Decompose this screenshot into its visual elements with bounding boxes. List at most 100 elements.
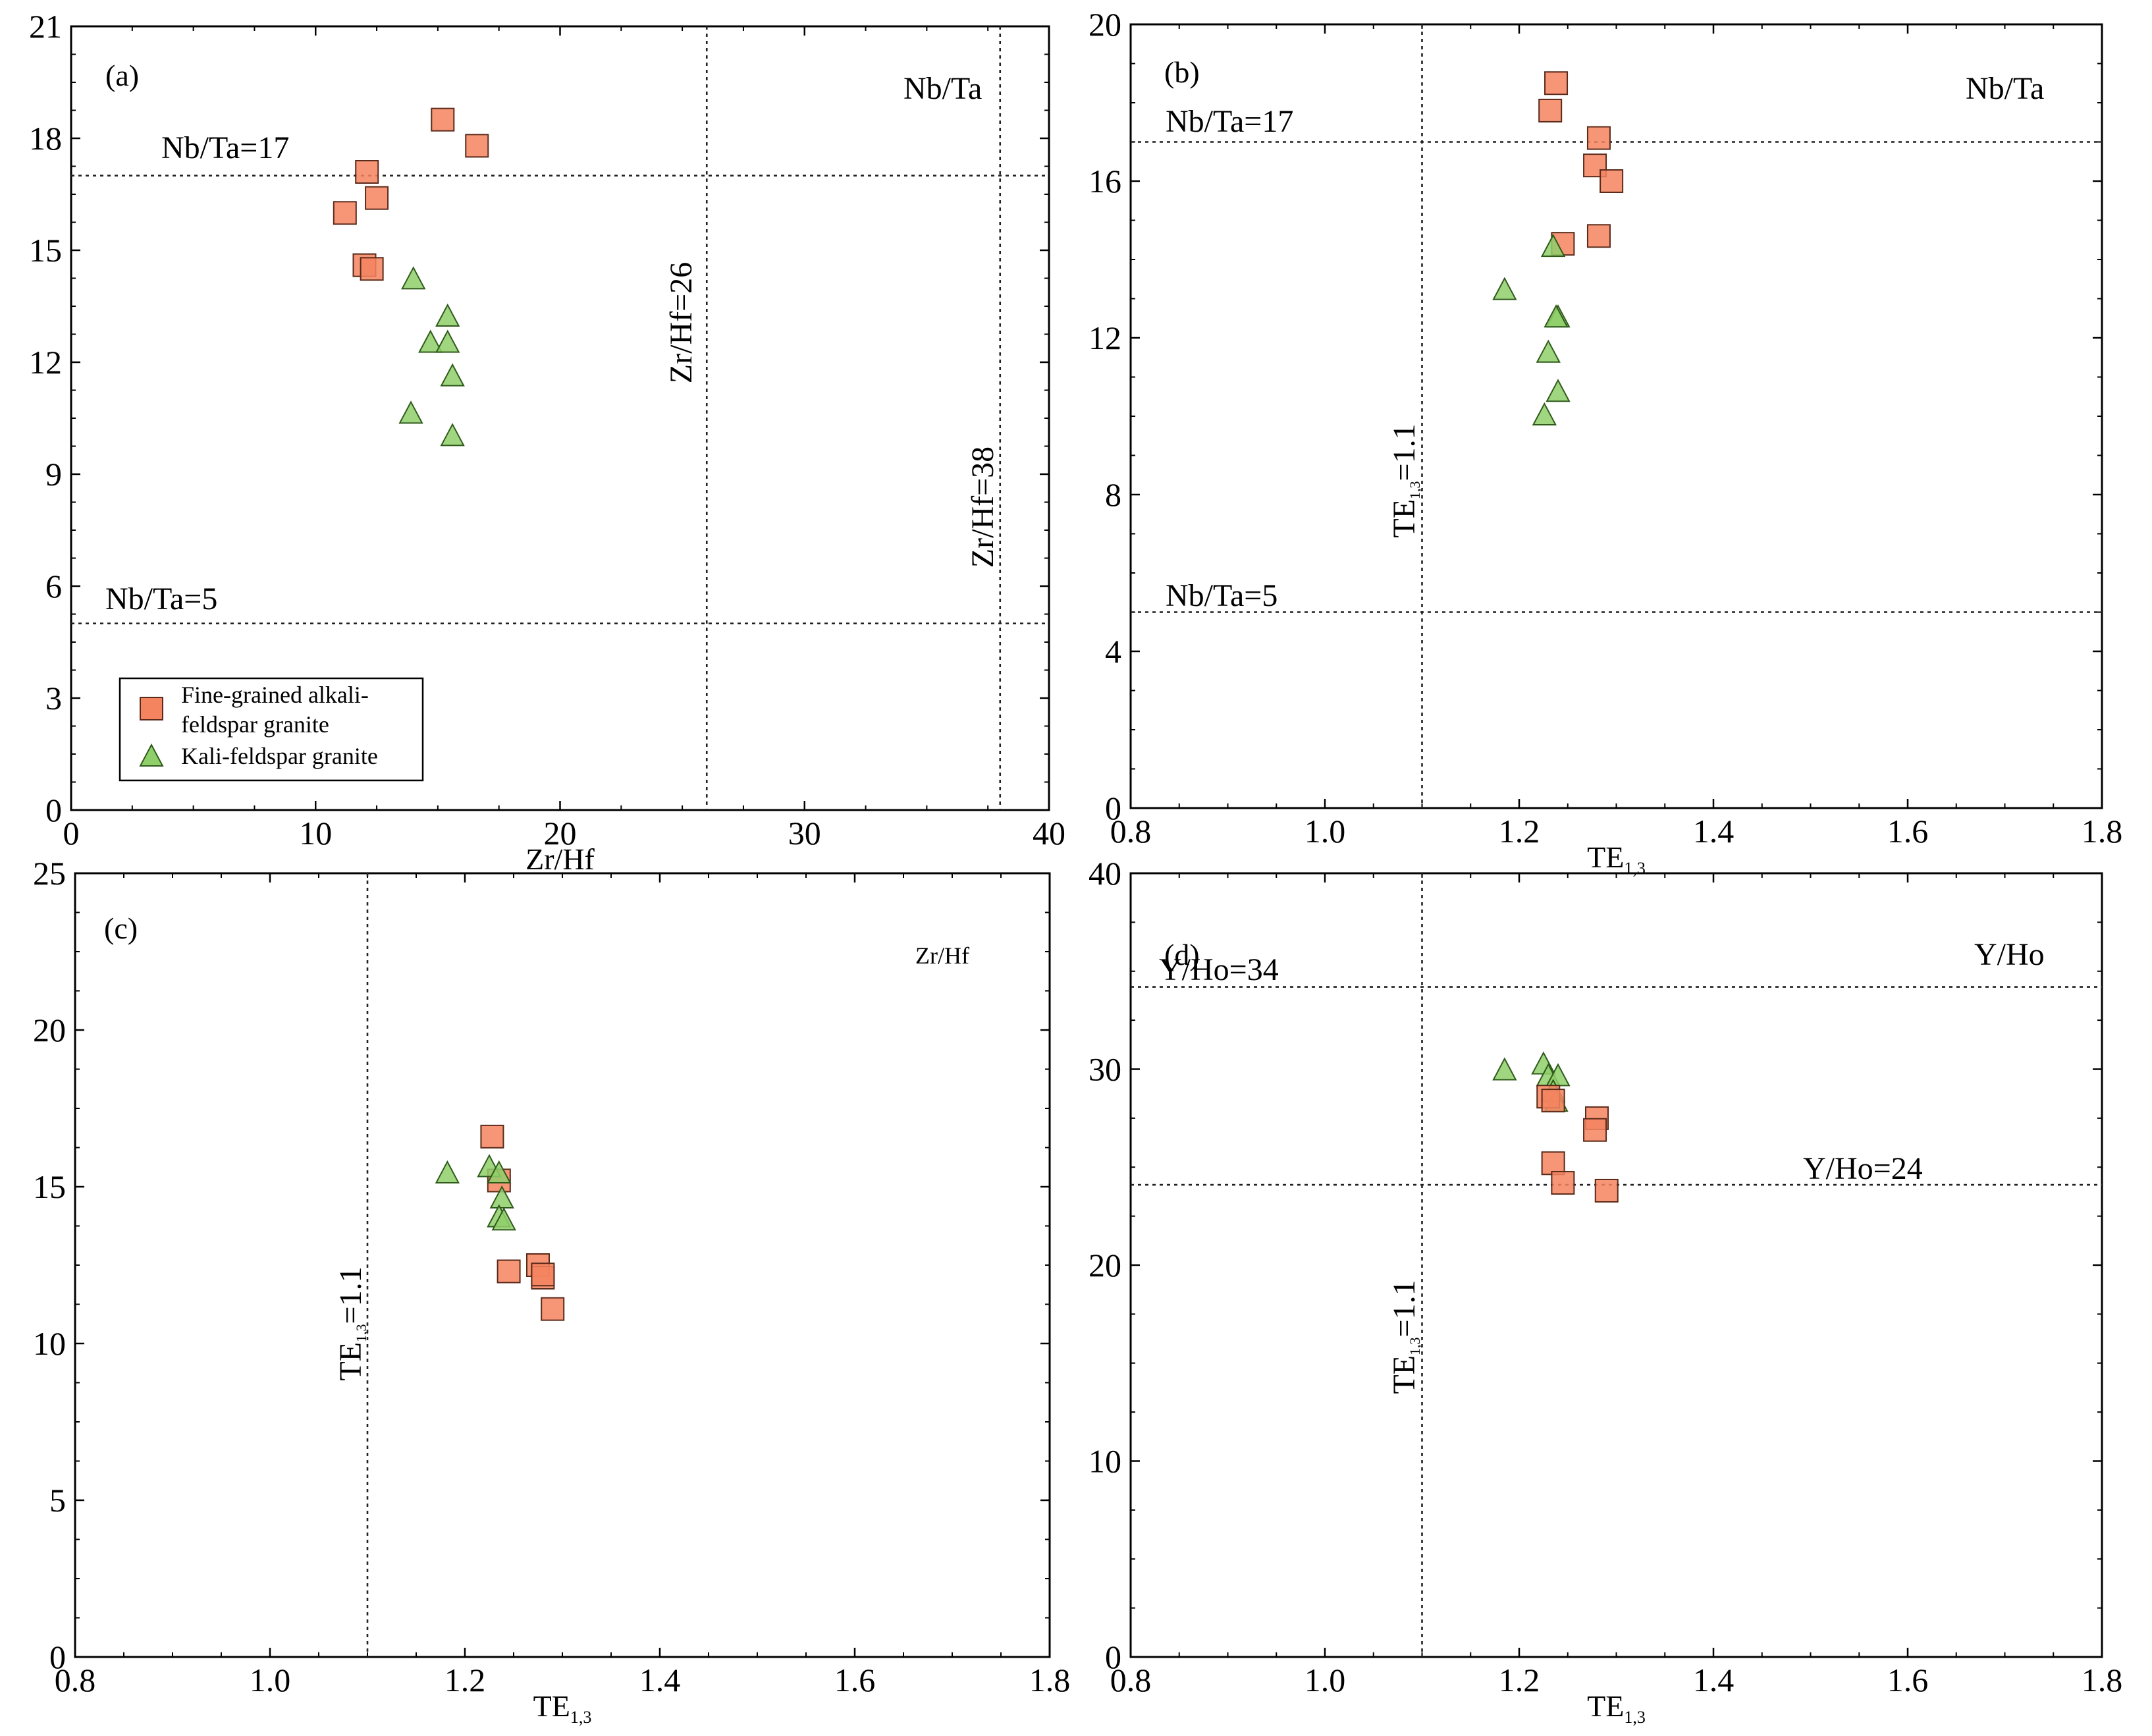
- panel-title: Nb/Ta: [903, 71, 982, 106]
- x-tick-label: 20: [544, 815, 577, 852]
- data-point-square: [355, 160, 379, 184]
- y-tick-label: 20: [33, 1012, 66, 1048]
- x-axis-label: TE1,3: [1587, 840, 1646, 878]
- x-axis-label-text: TE: [533, 1689, 570, 1723]
- x-tick-label: 1.6: [1887, 813, 1929, 850]
- legend-box: [119, 677, 424, 782]
- series-fine-grained-alkali-feldspar-granite: [1538, 71, 1624, 256]
- x-tick-label: 1.2: [1499, 1662, 1540, 1698]
- data-point-square: [465, 134, 489, 158]
- data-point-square: [1594, 1178, 1619, 1203]
- vline-label-1: Zr/Hf=38: [965, 447, 1000, 568]
- y-tick-label: 40: [1089, 855, 1121, 892]
- plot-frame: [74, 872, 1051, 1658]
- x-tick-label: 1.8: [2082, 813, 2123, 850]
- data-point-triangle: [1492, 1057, 1517, 1081]
- x-tick-label: 1.4: [1693, 1662, 1735, 1698]
- hline-label-1: Nb/Ta=5: [1166, 578, 1278, 613]
- vline-label-text: TE: [333, 1342, 368, 1381]
- x-tick-label: 40: [1033, 815, 1065, 852]
- x-tick-label: 0.8: [1110, 1662, 1152, 1698]
- data-point-triangle: [440, 423, 465, 447]
- legend-label-line: Fine-grained alkali-: [181, 682, 369, 708]
- data-point-triangle: [489, 1185, 514, 1209]
- data-point-triangle: [1536, 339, 1561, 363]
- y-tick-label: 4: [1105, 633, 1121, 670]
- data-point-triangle: [435, 329, 460, 353]
- x-tick-label: 1.0: [1305, 813, 1346, 850]
- data-point-square: [1583, 1118, 1607, 1142]
- panel-a: 0 10 20 30 40 0 3 6 9 12 15 18 21 Zr/Hf Nb/Ta=17 Nb/Ta=…: [29, 8, 1065, 876]
- legend: Fine-grained alkali-feldspar granite Kali…: [119, 677, 424, 782]
- y-tick-label: 6: [45, 568, 62, 605]
- x-tick-label: 30: [788, 815, 821, 852]
- y-tick-label: 0: [45, 792, 62, 828]
- vline-label-value: =1.1: [333, 1266, 368, 1324]
- y-tick-label: 15: [29, 232, 62, 269]
- panel-label: (d): [1164, 938, 1200, 971]
- y-tick-label: 18: [29, 120, 62, 157]
- data-point-triangle: [1540, 234, 1566, 258]
- data-point-triangle: [440, 363, 465, 387]
- data-point-triangle: [1532, 402, 1557, 425]
- data-point-triangle: [435, 1160, 460, 1183]
- vline-label-subscript: 1,3: [1407, 481, 1423, 499]
- data-point-square: [541, 1297, 565, 1321]
- panel-title: Nb/Ta: [1966, 71, 2044, 106]
- legend-square-marker: [140, 697, 163, 720]
- y-tick-label: 0: [1105, 790, 1121, 827]
- data-point-square: [480, 1124, 504, 1149]
- data-point-triangle: [487, 1160, 512, 1183]
- x-tick-label: 0: [63, 815, 80, 852]
- x-tick-label: 0.8: [55, 1662, 96, 1698]
- vline-label-value: =1.1: [1387, 423, 1422, 481]
- data-point-square: [360, 257, 384, 281]
- hline-label-1: Nb/Ta=5: [105, 582, 217, 616]
- panel-label: (a): [105, 59, 139, 92]
- series-kali-feldspar-granite: [1492, 234, 1571, 425]
- y-tick-label: 8: [1105, 476, 1121, 513]
- data-point-triangle: [1492, 277, 1517, 300]
- series-kali-feldspar-granite: [398, 266, 465, 447]
- data-point-triangle: [491, 1207, 516, 1231]
- y-tick-label: 0: [49, 1639, 66, 1675]
- y-tick-label: 25: [33, 855, 66, 892]
- x-axis-label: TE1,3: [1587, 1689, 1646, 1727]
- y-tick-label: 9: [45, 456, 62, 493]
- data-point-triangle: [401, 266, 426, 290]
- x-tick-label: 1.2: [444, 1662, 486, 1698]
- x-axis-label: TE1,3: [533, 1689, 592, 1727]
- vline-label-0: TE1,3=1.1: [333, 1266, 369, 1380]
- panel-label: (b): [1164, 55, 1200, 89]
- panel-c: 0.8 1.0 1.2 1.4 1.6 1.80510152025TE1,3TE1,3=1…: [33, 855, 1070, 1727]
- data-point-triangle: [418, 329, 443, 353]
- data-point-square: [333, 201, 357, 225]
- data-point-triangle: [1546, 379, 1571, 402]
- x-tick-label: 1.0: [1305, 1662, 1346, 1698]
- y-tick-label: 0: [1105, 1639, 1121, 1675]
- data-point-square: [1544, 71, 1569, 95]
- y-tick-label: 12: [29, 344, 62, 381]
- x-axis-label-text: TE: [1587, 840, 1624, 874]
- panel-title: Y/Ho: [1974, 937, 2045, 972]
- hline-label-0: Nb/Ta=17: [1166, 104, 1293, 139]
- x-axis-label-subscript: 1,3: [570, 1708, 592, 1727]
- y-tick-label: 20: [1089, 6, 1121, 43]
- y-tick-label: 3: [45, 680, 62, 717]
- y-tick-label: 30: [1089, 1051, 1121, 1088]
- data-point-triangle: [1544, 304, 1569, 328]
- vline-label-subscript: 1,3: [1407, 1337, 1423, 1355]
- y-tick-label: 20: [1089, 1247, 1121, 1284]
- data-point-square: [1586, 224, 1611, 248]
- y-tick-label: 10: [1089, 1443, 1121, 1480]
- x-tick-label: 0.8: [1110, 813, 1152, 850]
- data-point-square: [531, 1262, 555, 1287]
- plot-frame: [1129, 872, 2103, 1658]
- y-tick-label: 10: [33, 1325, 66, 1362]
- panel-d: 0.8 1.0 1.2 1.4 1.6 1.8010203040TE1,3Y/Ho=34Y…: [1089, 855, 2122, 1727]
- panel-title: Zr/Hf: [915, 942, 969, 969]
- panel-b: 0.8 1.0 1.2 1.4 1.6 1.8048121620TE1,3Nb/Ta=17…: [1089, 6, 2122, 878]
- x-axis-label-text: TE: [1587, 1689, 1624, 1723]
- legend-triangle-marker: [139, 743, 164, 767]
